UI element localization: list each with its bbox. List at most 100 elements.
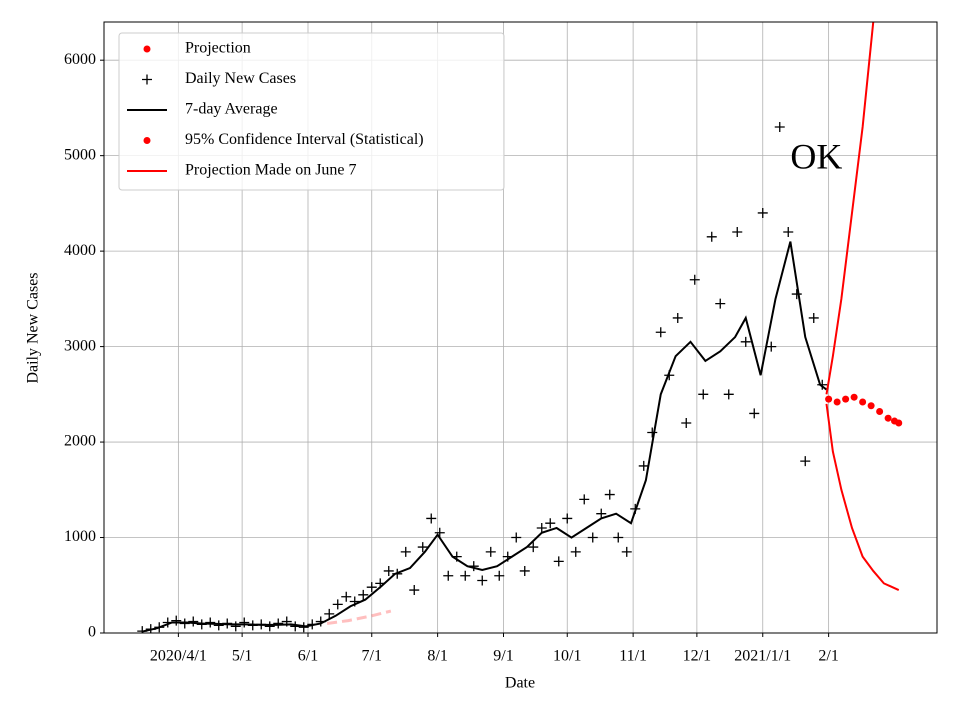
projection-point [825, 395, 833, 403]
projection-point [833, 398, 841, 406]
y-tick-label: 1000 [64, 528, 96, 545]
case-point [213, 620, 224, 631]
x-tick-label: 10/1 [553, 648, 581, 665]
case-point [672, 312, 683, 323]
projection-point [876, 408, 884, 416]
case-point [732, 227, 743, 238]
legend-label: 7-day Average [185, 101, 278, 118]
case-point [647, 427, 658, 438]
case-point [740, 336, 751, 347]
x-tick-label: 6/1 [298, 648, 318, 665]
legend-label: Projection [185, 40, 251, 57]
x-tick-label: 11/1 [619, 648, 647, 665]
case-point [188, 616, 199, 627]
y-tick-label: 3000 [64, 337, 96, 354]
case-point [604, 489, 615, 500]
case-point [570, 546, 581, 557]
case-point [800, 456, 811, 467]
case-point [536, 522, 547, 533]
legend: Projection Daily New Cases 7-day Average 95… [118, 32, 505, 191]
case-point [545, 518, 556, 529]
legend-dot [143, 137, 151, 144]
axes-frame [103, 21, 938, 634]
case-point [426, 513, 437, 524]
y-tick-label: 6000 [64, 51, 96, 68]
projection-point [859, 398, 867, 406]
case-point [443, 570, 454, 581]
x-tick-label: 7/1 [362, 648, 382, 665]
legend-label: Daily New Cases [185, 70, 296, 87]
projection-point [842, 395, 850, 403]
case-point [638, 460, 649, 471]
x-tick-label: 9/1 [493, 648, 513, 665]
legend-dot [143, 45, 151, 53]
ticks: 0 1000 2000 3000 4000 5000 6000 2020/4/1 5/1 6/1 7… [64, 51, 839, 665]
y-tick-label: 2000 [64, 433, 96, 450]
x-tick-label: 12/1 [683, 648, 711, 665]
case-point [706, 231, 717, 242]
y-tick-label: 5000 [64, 146, 96, 163]
x-axis-label: Date [505, 675, 535, 692]
case-point [596, 508, 607, 519]
case-point [230, 621, 241, 632]
average-line [142, 241, 828, 633]
legend-label: 95% Confidence Interval (Statistical) [185, 131, 424, 148]
case-point [511, 532, 522, 543]
x-tick-label: 5/1 [232, 648, 252, 665]
projection-point [884, 414, 892, 422]
case-point [298, 622, 309, 633]
ci-upper-line [825, 22, 875, 395]
case-point [494, 570, 505, 581]
plot-area [137, 22, 903, 633]
legend-box [118, 32, 505, 191]
projection-point [867, 402, 875, 410]
case-point [655, 327, 666, 338]
case-point [528, 542, 539, 553]
case-point [273, 618, 284, 629]
case-point [205, 617, 216, 628]
case-point [324, 608, 335, 619]
case-point [519, 565, 530, 576]
case-point [613, 532, 624, 543]
case-point [791, 289, 802, 300]
case-point [562, 513, 573, 524]
case-point [723, 389, 734, 400]
case-point [383, 565, 394, 576]
x-tick-label: 2/1 [818, 648, 838, 665]
case-point [783, 227, 794, 238]
case-point [698, 389, 709, 400]
case-point [553, 556, 564, 567]
case-point [460, 570, 471, 581]
case-point [749, 408, 760, 419]
case-point [332, 599, 343, 610]
y-tick-label: 4000 [64, 242, 96, 259]
case-point [358, 589, 369, 600]
case-point [689, 274, 700, 285]
case-point [341, 591, 352, 602]
y-axis-label: Daily New Cases [25, 272, 42, 383]
case-point [409, 585, 420, 596]
x-tick-label: 2021/1/1 [734, 648, 791, 665]
case-point [485, 546, 496, 557]
case-point [264, 621, 275, 632]
case-point [239, 617, 250, 628]
case-point [400, 546, 411, 557]
case-point [808, 312, 819, 323]
case-point [817, 379, 828, 390]
case-point [774, 122, 785, 133]
ci-lower-line [825, 403, 900, 591]
case-point [587, 532, 598, 543]
annotation: OK [790, 137, 842, 177]
case-point [366, 582, 377, 593]
case-point [715, 298, 726, 309]
legend-plus [142, 74, 152, 85]
case-point [417, 542, 428, 553]
legend-label: Projection Made on June 7 [185, 162, 357, 179]
case-point [681, 417, 692, 428]
projection-point [850, 393, 858, 401]
x-tick-label: 2020/4/1 [150, 648, 207, 665]
case-point [171, 615, 182, 626]
case-point [477, 575, 488, 586]
